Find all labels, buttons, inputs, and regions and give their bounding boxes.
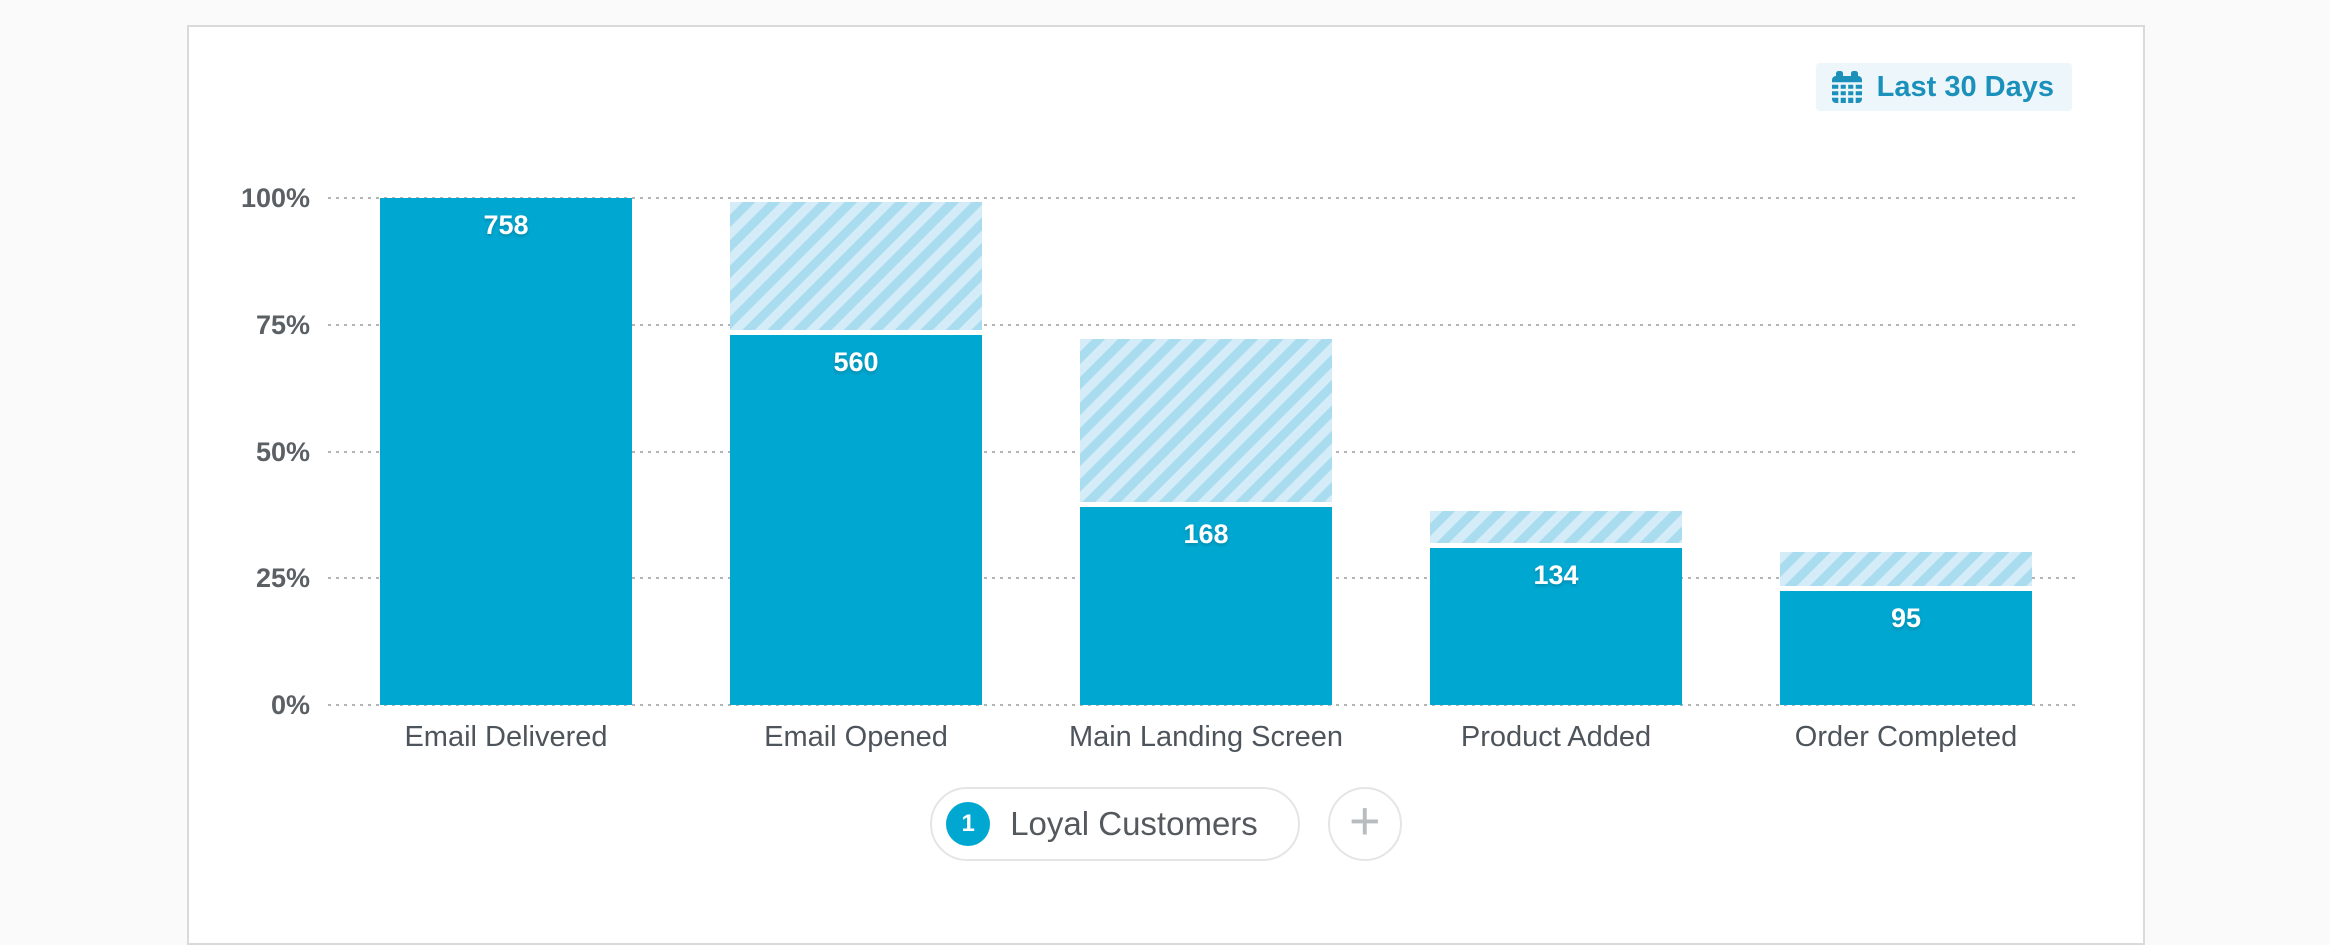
audience-row: 1 Loyal Customers + [189, 787, 2143, 861]
y-axis-tick-50: 50% [255, 436, 310, 467]
funnel-bar-3[interactable]: 168 [1080, 507, 1332, 705]
gridline-75 [328, 323, 2077, 326]
x-axis-label-3: Main Landing Screen [1068, 721, 1344, 753]
x-axis-label-4: Product Added [1460, 721, 1652, 753]
funnel-chart: 758 560 168 134 95 [328, 197, 2077, 706]
add-audience-button[interactable]: + [1327, 787, 1402, 861]
calendar-icon [1830, 70, 1864, 104]
y-axis-tick-0: 0% [270, 690, 310, 720]
y-axis-tick-100: 100% [240, 183, 310, 213]
bar-value-label: 95 [1890, 602, 1922, 633]
funnel-report-card: Last 30 Days 758 560 168 134 95 0% 25% 50% 75% 1… [187, 25, 2145, 945]
plus-icon: + [1349, 791, 1381, 851]
x-axis-label-1: Email Delivered [404, 721, 608, 753]
bar-value-label: 134 [1533, 559, 1579, 590]
date-range-label: Last 30 Days [1876, 70, 2054, 103]
funnel-bar-5[interactable]: 95 [1780, 590, 2032, 705]
gridline-0 [328, 704, 2077, 706]
gridline-100 [328, 197, 2077, 199]
audience-pill-loyal-customers[interactable]: 1 Loyal Customers [930, 787, 1300, 861]
funnel-bar-4[interactable]: 134 [1430, 547, 1682, 705]
funnel-bar-dropoff-5[interactable] [1780, 551, 2032, 586]
bar-value-label: 758 [483, 210, 529, 240]
funnel-bar-2[interactable]: 560 [730, 334, 982, 705]
funnel-bar-dropoff-4[interactable] [1430, 511, 1682, 543]
funnel-bar-dropoff-2[interactable] [730, 202, 982, 330]
funnel-bar-1[interactable]: 758 [380, 198, 632, 705]
x-axis-label-2: Email Opened [764, 721, 948, 753]
bar-value-label: 168 [1183, 519, 1229, 550]
audience-index-badge: 1 [946, 802, 991, 846]
y-axis-tick-25: 25% [255, 563, 310, 594]
date-range-button[interactable]: Last 30 Days [1815, 63, 2072, 111]
bar-value-label: 560 [833, 346, 879, 377]
funnel-bar-dropoff-3[interactable] [1080, 338, 1332, 503]
y-axis-tick-75: 75% [255, 309, 310, 340]
audience-name-label: Loyal Customers [1010, 805, 1258, 842]
x-axis-label-5: Order Completed [1794, 721, 2018, 753]
